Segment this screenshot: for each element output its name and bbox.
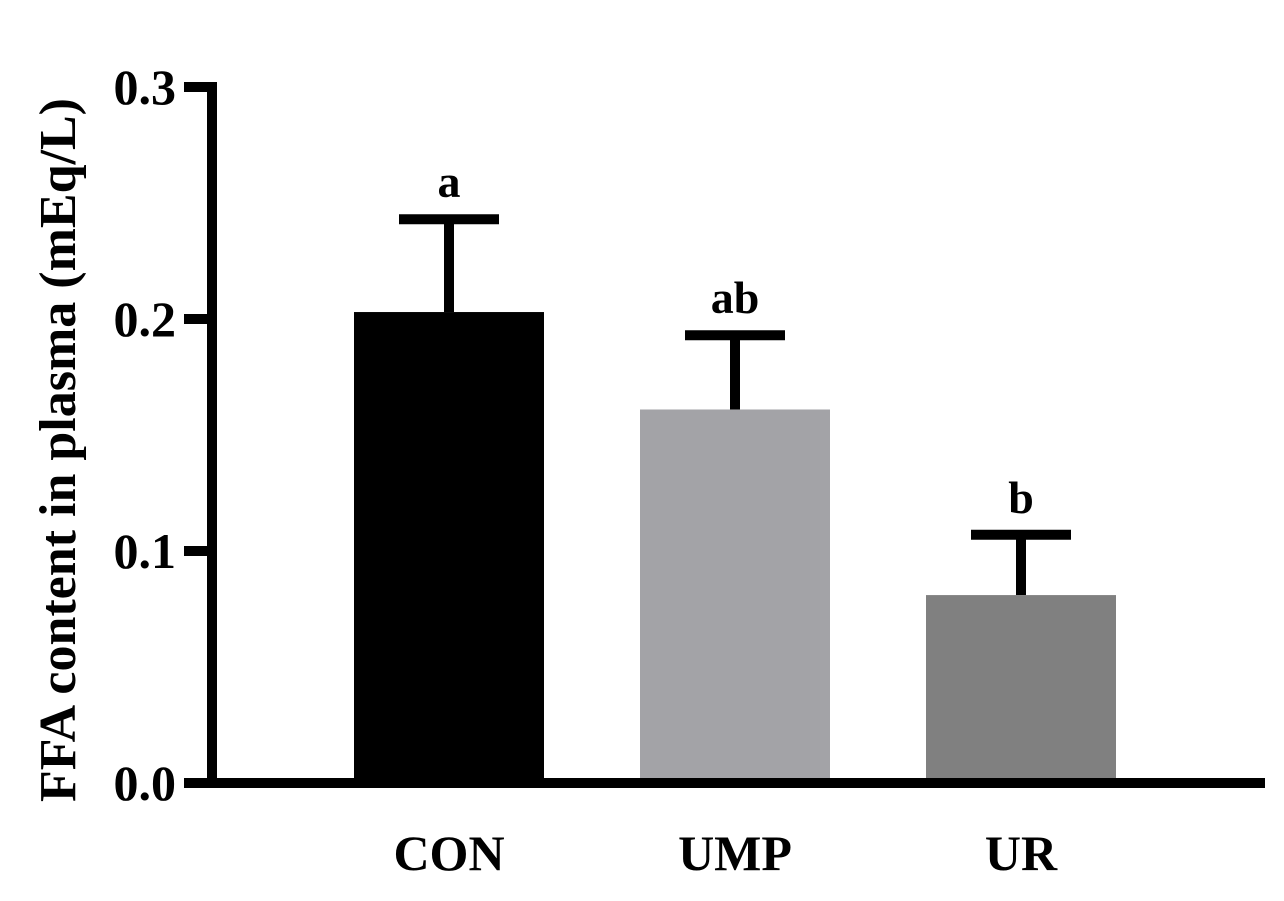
bar-ump [640,409,830,783]
significance-label: b [1008,472,1034,523]
x-tick-label: UR [985,825,1058,881]
significance-label: ab [711,272,760,323]
y-tick-label: 0.2 [114,291,177,347]
y-tick-label: 0.1 [114,523,177,579]
x-tick-labels-layer: CON UMP UR [393,825,1058,881]
y-ticks-layer: 0.0 0.1 0.2 0.3 [114,59,212,811]
significance-labels-layer: a ab b [438,156,1034,523]
x-tick-label: UMP [678,825,792,881]
bar-ur [926,595,1116,783]
x-tick-label: CON [393,825,504,881]
significance-label: a [438,156,461,207]
bars-layer [354,312,1116,783]
y-tick-label: 0.0 [114,755,177,811]
y-axis-label: FFA content in plasma (mEq/L) [30,98,87,802]
axes-layer [207,82,1265,788]
error-bars-layer [399,214,1071,596]
bar-con [354,312,544,783]
y-tick-label: 0.3 [114,59,177,115]
